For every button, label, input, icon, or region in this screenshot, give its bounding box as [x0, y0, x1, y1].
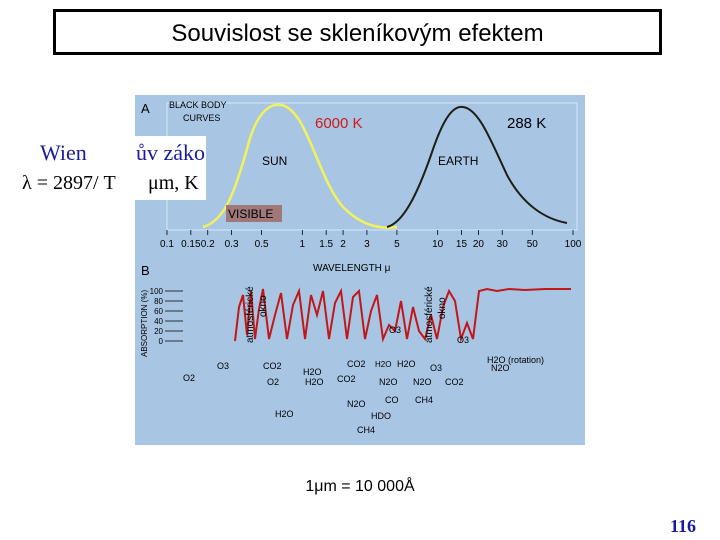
wavelength-axis-label: WAVELENGTH μ [313, 263, 391, 274]
earth-blackbody-curve [386, 105, 568, 228]
y-tick-label: 40 [154, 317, 163, 326]
axis-tick-label: 0.15 [181, 239, 201, 250]
slide-title: Souvislost se skleníkovým efektem [171, 20, 544, 47]
gas-label: H2O [275, 409, 294, 419]
axis-tick-label: 10 [432, 239, 444, 250]
figure-background [135, 95, 585, 445]
wien-units: μm, K [148, 172, 199, 194]
gas-label: CO2 [445, 377, 464, 387]
gas-label: N2O [347, 399, 366, 409]
y-tick-label: 0 [159, 337, 164, 346]
page-number: 116 [669, 516, 696, 536]
title-box: Souvislost se skleníkovým efektem [53, 9, 662, 55]
gas-label: CO2 [347, 359, 366, 369]
gas-label: CO [385, 395, 399, 405]
axis-tick-label: 15 [456, 239, 468, 250]
axis-tick-label: 50 [527, 239, 539, 250]
axis-tick-label: 1 [300, 239, 306, 250]
y-tick-label: 100 [150, 287, 164, 296]
spectrum-figure: A BLACK BODY CURVES SUN EARTH VISIBLE 60… [135, 95, 585, 445]
gas-label: O3 [430, 363, 442, 373]
gas-labels: O2 H2O H2O CO2 CO2 H2O O3 N2O CO H2O CH4… [183, 325, 544, 435]
axis-tick-label: 0.3 [225, 239, 239, 250]
window-2-line-1: atmosférické [424, 286, 435, 343]
gas-label: CO2 [337, 374, 356, 384]
gas-label: O2 [267, 377, 279, 387]
panel-a-heading-2: CURVES [183, 113, 220, 123]
sun-blackbody-curve [202, 103, 398, 229]
wien-formula: λ = 2897/ T [22, 172, 116, 194]
gas-label: H2O [303, 367, 322, 377]
axis-tick-label: 2 [340, 239, 346, 250]
y-tick-label: 80 [154, 297, 163, 306]
gas-label: H2O [397, 359, 416, 369]
axis-tick-label: 30 [497, 239, 509, 250]
earth-temperature: 288 K [507, 115, 546, 132]
absorption-axis-label: ABSORPTION (%) [140, 290, 149, 357]
visible-band-box [226, 205, 282, 222]
wavelength-axis: 0.1 0.15 0.2 0.3 0.5 1 1.5 2 3 5 10 15 20 30 50 100 [160, 230, 582, 250]
panel-a-letter: A [141, 101, 150, 116]
window-2-line-2: okno [437, 297, 448, 319]
axis-tick-label: 3 [364, 239, 370, 250]
axis-tick-label: 100 [565, 239, 582, 250]
gas-label: H2O (rotation) [487, 355, 544, 365]
sun-label: SUN [262, 154, 287, 168]
y-tick-label: 20 [154, 327, 163, 336]
wien-law-box: Wien ův záko λ = 2897/ T μm, K [18, 136, 206, 200]
gas-label: N2O [413, 377, 432, 387]
axis-tick-label: 0.2 [201, 239, 215, 250]
gas-label: N2O [491, 363, 510, 373]
absorption-spectrum [234, 287, 571, 343]
gas-label: HDO [371, 411, 391, 421]
axis-tick-label: 0.5 [255, 239, 269, 250]
gas-label: CH4 [357, 425, 375, 435]
wien-name: Wien [40, 140, 87, 165]
window-1-line-1: atmosférické [245, 286, 256, 343]
gas-label: N2O [379, 377, 398, 387]
gas-label: CO2 [263, 361, 282, 371]
gas-label: O3 [217, 361, 229, 371]
axis-tick-label: 0.1 [160, 239, 174, 250]
gas-label: H2O [375, 360, 391, 369]
sun-temperature: 6000 K [315, 115, 363, 132]
earth-label: EARTH [438, 154, 478, 168]
axis-tick-label: 1.5 [319, 239, 333, 250]
axis-tick-label: 5 [394, 239, 400, 250]
y-tick-label: 60 [154, 307, 163, 316]
gas-label: H2O [305, 377, 324, 387]
gas-label: O2 [183, 373, 195, 383]
window-1-line-2: okno [258, 295, 269, 317]
visible-band: VISIBLE [226, 205, 282, 222]
visible-label: VISIBLE [228, 207, 273, 221]
gas-label: O3 [389, 325, 401, 335]
unit-conversion-note: 1μm = 10 000Å [305, 478, 415, 495]
axis-tick-label: 20 [473, 239, 485, 250]
gas-label: O3 [457, 335, 469, 345]
gas-label: CH4 [415, 395, 433, 405]
wien-law-suffix: ův záko [136, 140, 206, 165]
panel-b-letter: B [141, 263, 150, 278]
panel-a-heading-1: BLACK BODY [169, 100, 227, 110]
